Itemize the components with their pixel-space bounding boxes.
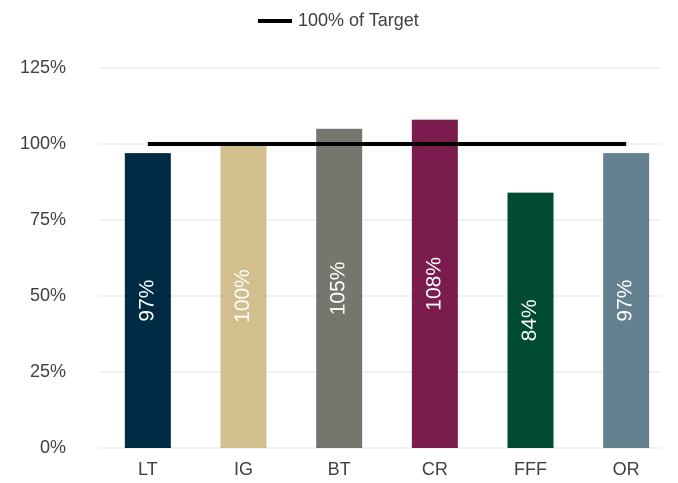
y-tick-label: 75% [30,209,66,229]
bar [411,119,458,449]
y-tick-label: 0% [40,437,66,457]
y-tick-label: 50% [30,285,66,305]
y-tick-label: 125% [20,57,66,77]
y-tick-label: 25% [30,361,66,381]
legend-label: 100% of Target [298,10,419,30]
x-tick-label: BT [328,459,351,479]
bar [124,153,171,448]
data-label: 100% [231,269,254,323]
data-label: 97% [614,280,637,322]
bar [507,192,554,448]
data-label: 84% [518,299,541,341]
x-tick-label: FFF [514,459,547,479]
bar [316,128,363,449]
x-tick-label: CR [422,459,448,479]
x-tick-label: LT [138,459,158,479]
y-tick-label: 100% [20,133,66,153]
bar [220,144,267,448]
data-label: 105% [327,262,350,316]
data-label: 108% [422,257,445,311]
x-tick-label: OR [613,459,640,479]
data-label: 97% [135,280,158,322]
bar [603,153,650,448]
x-tick-label: IG [234,459,253,479]
